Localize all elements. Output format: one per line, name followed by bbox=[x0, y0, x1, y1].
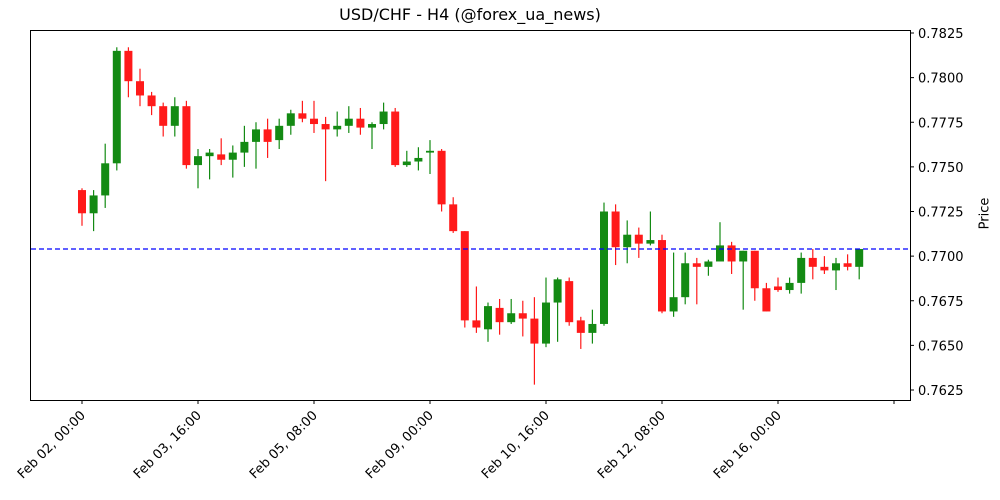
candle bbox=[217, 138, 226, 166]
candle bbox=[240, 125, 249, 167]
candle bbox=[530, 297, 539, 385]
candle bbox=[600, 202, 608, 326]
candle bbox=[321, 116, 330, 182]
candle bbox=[437, 149, 446, 212]
candle bbox=[774, 277, 782, 292]
candles-layer bbox=[78, 47, 864, 385]
candle bbox=[808, 248, 817, 280]
x-tick-label: Feb 09, 00:00 bbox=[363, 408, 437, 482]
candle bbox=[565, 277, 574, 326]
candle bbox=[634, 227, 643, 258]
candle bbox=[692, 257, 701, 305]
candle bbox=[576, 316, 585, 349]
candle bbox=[205, 149, 214, 180]
candle bbox=[518, 300, 527, 337]
candle bbox=[472, 286, 481, 333]
candle bbox=[750, 250, 759, 301]
candle bbox=[681, 252, 690, 305]
candle bbox=[252, 122, 260, 169]
candle bbox=[611, 204, 620, 266]
candle bbox=[124, 47, 133, 98]
y-tick-label: 0.7775 bbox=[918, 116, 964, 131]
candle bbox=[112, 47, 121, 171]
y-axis-label: Price bbox=[977, 197, 993, 230]
candle bbox=[402, 150, 411, 167]
candle bbox=[484, 302, 492, 342]
candle bbox=[379, 102, 388, 130]
candle bbox=[310, 100, 318, 133]
x-tick-label: Feb 03, 16:00 bbox=[131, 408, 205, 482]
candle bbox=[368, 122, 376, 150]
candle bbox=[414, 147, 423, 171]
candle bbox=[739, 250, 748, 310]
x-tick-label: Feb 10, 16:00 bbox=[479, 408, 553, 482]
candle bbox=[101, 143, 110, 208]
candle bbox=[147, 91, 156, 116]
candle bbox=[78, 188, 86, 226]
candle bbox=[588, 309, 597, 344]
y-tick-label: 0.7825 bbox=[918, 27, 964, 42]
candle bbox=[762, 282, 771, 312]
candle bbox=[797, 252, 806, 294]
candle bbox=[333, 111, 342, 137]
candle bbox=[426, 140, 434, 175]
candle bbox=[263, 118, 272, 158]
candle bbox=[194, 149, 202, 189]
y-tick-label: 0.7725 bbox=[918, 206, 964, 221]
candle bbox=[495, 298, 504, 335]
candle bbox=[704, 259, 713, 276]
x-tick-label: Feb 02, 00:00 bbox=[15, 408, 89, 482]
candle bbox=[785, 277, 794, 294]
candle bbox=[286, 109, 295, 135]
y-tick-label: 0.7675 bbox=[918, 295, 964, 310]
candle bbox=[356, 107, 365, 135]
candle bbox=[669, 252, 678, 317]
y-tick-label: 0.7650 bbox=[918, 339, 964, 354]
candle bbox=[391, 107, 400, 167]
candle bbox=[275, 118, 284, 150]
candle bbox=[820, 256, 829, 274]
candle bbox=[553, 277, 562, 342]
candle bbox=[460, 231, 469, 328]
plot-frame bbox=[30, 30, 911, 401]
x-tick-label: Feb 05, 08:00 bbox=[247, 408, 321, 482]
candle bbox=[832, 257, 840, 291]
candle bbox=[855, 248, 864, 280]
candle bbox=[449, 197, 458, 233]
x-tick-label: Feb 12, 08:00 bbox=[595, 408, 669, 482]
candle bbox=[727, 241, 736, 274]
candle bbox=[646, 211, 655, 246]
candle bbox=[716, 222, 724, 262]
candle bbox=[182, 100, 191, 169]
y-tick-label: 0.7700 bbox=[918, 250, 964, 265]
candle bbox=[228, 145, 237, 178]
candle bbox=[89, 190, 98, 232]
candle bbox=[298, 100, 307, 123]
candle bbox=[170, 97, 179, 137]
y-tick-label: 0.7625 bbox=[918, 384, 964, 399]
candle bbox=[658, 234, 666, 314]
y-tick-label: 0.7800 bbox=[918, 72, 964, 87]
candle bbox=[542, 277, 550, 348]
y-axis: 0.7625 0.7650 0.7675 0.7700 0.7725 0.7750 0.77… bbox=[910, 27, 964, 399]
candle bbox=[623, 220, 632, 264]
candle bbox=[843, 254, 852, 271]
y-tick-label: 0.7750 bbox=[918, 161, 964, 176]
candle bbox=[159, 102, 168, 137]
candle bbox=[344, 106, 353, 133]
x-tick-label: Feb 16, 00:00 bbox=[711, 408, 785, 482]
candle bbox=[136, 68, 144, 107]
x-axis: Feb 02, 00:00 Feb 03, 16:00 Feb 05, 08:00 F… bbox=[15, 400, 895, 482]
chart-title: USD/CHF - H4 (@forex_ua_news) bbox=[339, 5, 601, 24]
candle bbox=[507, 298, 516, 324]
